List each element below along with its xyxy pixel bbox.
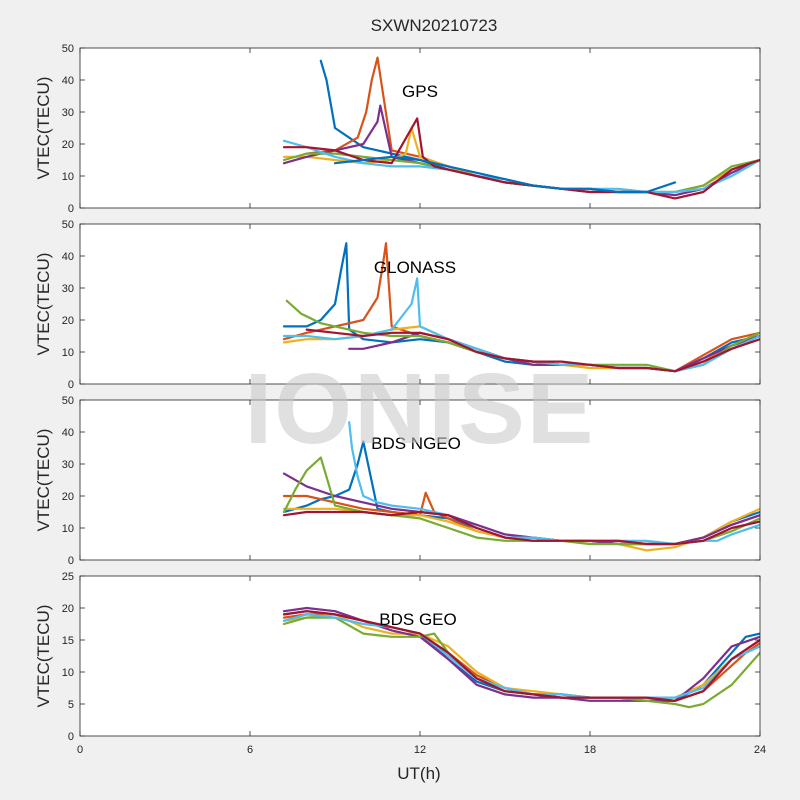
- y-tick-label: 15: [62, 635, 74, 647]
- y-tick-label: 10: [62, 171, 74, 183]
- y-tick-label: 40: [62, 427, 74, 439]
- y-tick-label: 50: [62, 219, 74, 231]
- watermark: IONISE: [245, 353, 596, 465]
- y-tick-label: 20: [62, 603, 74, 615]
- shared-x-axis: 0 6 12 18 24: [77, 744, 766, 756]
- y-tick-label: 50: [62, 395, 74, 407]
- plot-area: [80, 400, 760, 560]
- y-tick-label: 40: [62, 251, 74, 263]
- y-axis-label: VTEC(TECU): [34, 77, 53, 180]
- y-tick-label: 40: [62, 75, 74, 87]
- y-tick-label: 0: [68, 203, 74, 215]
- series-group: [282, 56, 760, 200]
- panel-bds-ngeo: 0 10 20 30 40 50 VTEC(TECU) BDS NGEO: [34, 395, 761, 567]
- x-tick-label: 12: [414, 744, 426, 756]
- x-tick-label: 18: [584, 744, 596, 756]
- y-tick-label: 5: [68, 699, 74, 711]
- x-axis-label: UT(h): [397, 764, 440, 783]
- y-tick-label: 0: [68, 731, 74, 743]
- series-group: [282, 242, 760, 373]
- series-line-4: [348, 331, 760, 373]
- series-line-7: [305, 328, 760, 373]
- y-tick-label: 10: [62, 347, 74, 359]
- panel-glonass: 0 10 20 30 40 50 VTEC(TECU) GLONASS: [34, 219, 761, 391]
- series-group: [282, 421, 760, 552]
- series-line-7: [282, 610, 760, 702]
- series-line-7: [282, 510, 760, 546]
- y-tick-label: 20: [62, 315, 74, 327]
- plot-area: [80, 576, 760, 736]
- y-tick-label: 30: [62, 459, 74, 471]
- panel-label: BDS GEO: [379, 610, 456, 629]
- y-tick-label: 0: [68, 555, 74, 567]
- y-tick-label: 10: [62, 523, 74, 535]
- series-line-6: [282, 613, 760, 699]
- y-tick-label: 25: [62, 571, 74, 583]
- plot-area: [80, 48, 760, 208]
- y-tick-label: 0: [68, 379, 74, 391]
- x-tick-label: 6: [247, 744, 253, 756]
- series-group: [282, 606, 760, 709]
- y-tick-label: 50: [62, 43, 74, 55]
- y-axis-label: VTEC(TECU): [34, 605, 53, 708]
- y-tick-label: 20: [62, 139, 74, 151]
- y-tick-label: 10: [62, 667, 74, 679]
- x-tick-label: 0: [77, 744, 83, 756]
- y-tick-label: 30: [62, 107, 74, 119]
- panel-label: GPS: [402, 82, 438, 101]
- chart-title: SXWN20210723: [371, 16, 498, 35]
- y-axis-label: VTEC(TECU): [34, 253, 53, 356]
- panel-label: BDS NGEO: [371, 434, 461, 453]
- y-tick-label: 20: [62, 491, 74, 503]
- x-tick-label: 24: [754, 744, 766, 756]
- y-axis-label: VTEC(TECU): [34, 429, 53, 532]
- panel-label: GLONASS: [374, 258, 456, 277]
- series-line-8: [333, 155, 677, 194]
- panel-bds-geo: 0 5 10 15 20 25 VTEC(TECU) BDS GEO: [34, 571, 761, 743]
- plot-area: [80, 224, 760, 384]
- y-tick-label: 30: [62, 283, 74, 295]
- panel-gps: 0 10 20 30 40 50 VTEC(TECU) GPS: [34, 43, 761, 215]
